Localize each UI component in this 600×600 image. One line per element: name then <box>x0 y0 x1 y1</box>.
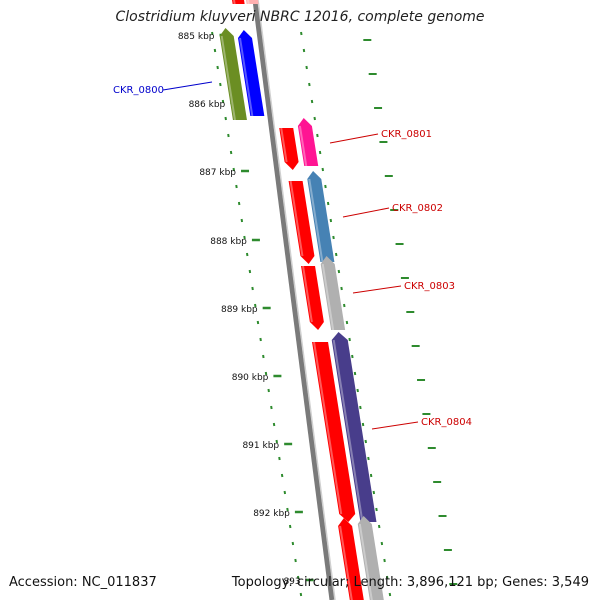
gene-partial-bottom-gray <box>357 516 384 600</box>
gene-partial-bottom-red <box>338 518 364 600</box>
gene-ckr0801-magenta <box>297 118 319 166</box>
gene-label: CKR_0803 <box>404 281 455 292</box>
gene-label-leader <box>329 133 379 144</box>
accession-text: Accession: NC_011837 <box>9 575 157 590</box>
kbp-tick-label: 889 kbp <box>221 305 258 315</box>
gene-label: CKR_0802 <box>392 203 443 214</box>
kbp-tick-label: 891 kbp <box>242 441 279 451</box>
gene-ckr0804-red <box>312 342 356 522</box>
gene-ckr0800-blue <box>238 30 265 116</box>
gene-partial-bottom-gray-shine <box>358 523 373 600</box>
gene-partial-bottom-red-shine <box>339 525 353 600</box>
gene-ckr0800-blue-shine <box>239 37 254 117</box>
backbone-line <box>252 0 335 600</box>
gene-label-leader <box>162 81 213 91</box>
gene-ckr0802-steelblue-shine <box>308 178 324 263</box>
kbp-tick-label: 890 kbp <box>232 373 269 383</box>
gene-partial-top-pink <box>246 0 259 4</box>
gene-label: CKR_0800 <box>113 85 164 96</box>
gene-ckr0803-red <box>301 266 324 330</box>
gene-ckr0804-purple <box>331 332 377 522</box>
gene-label-leader <box>371 421 419 430</box>
gene-label-leader <box>352 285 402 294</box>
kbp-tick-label: 892 kbp <box>253 509 290 519</box>
gene-label: CKR_0804 <box>421 417 472 428</box>
gene-ckr0801-magenta-shine <box>298 125 308 167</box>
gene-ckr0803-gray <box>320 256 346 330</box>
kbp-tick-label: 885 kbp <box>178 32 215 42</box>
topology-text: Topology: circular; Length: 3,896,121 bp… <box>231 575 589 590</box>
gene-label: CKR_0801 <box>381 129 432 140</box>
kbp-tick-label: 893 <box>283 577 300 587</box>
genome-title: Clostridium kluyveri NBRC 12016, complet… <box>115 9 485 25</box>
gene-ckr0802-steelblue <box>307 171 335 262</box>
gene-ckr0801-red-shine <box>280 127 288 163</box>
backbone-highlight <box>257 0 336 600</box>
kbp-tick-label: 887 kbp <box>199 168 236 178</box>
gene-ckr0802-red-shine <box>289 180 304 257</box>
gene-ckr0803-red-shine <box>302 265 313 323</box>
gene-ckr0804-purple-shine <box>332 339 364 523</box>
kbp-tick-label: 888 kbp <box>210 237 247 247</box>
gene-ckr0800-olive <box>219 28 247 120</box>
kbp-tick-label: 886 kbp <box>189 100 226 110</box>
gene-ckr0802-red <box>288 181 315 264</box>
gene-label-leader <box>342 207 390 218</box>
gene-partial-top-red <box>232 0 245 4</box>
gene-ckr0804-red-shine <box>313 341 343 515</box>
gene-ckr0801-red <box>279 128 299 170</box>
gene-ckr0803-gray-shine <box>321 263 335 331</box>
gene-partial-top-red-shine <box>232 0 236 5</box>
gene-ckr0800-olive-shine <box>220 35 236 121</box>
